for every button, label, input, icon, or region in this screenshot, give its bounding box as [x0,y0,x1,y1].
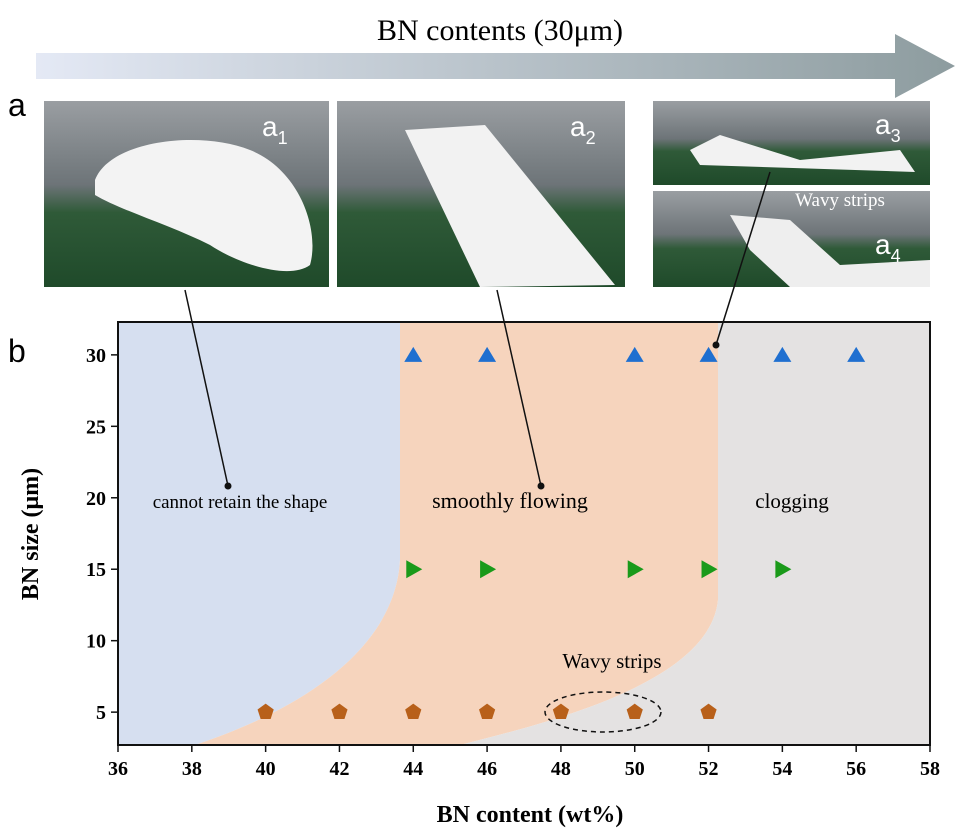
x-tick-label: 58 [920,758,940,780]
x-tick-label: 44 [403,758,423,780]
y-tick-label: 20 [86,488,106,510]
y-tick-label: 25 [86,416,106,438]
annotation: clogging [755,489,829,513]
panel-label: a [8,87,26,123]
x-tick-label: 36 [108,758,128,780]
regions [118,322,930,745]
photo-letter: a [262,111,278,142]
annotation: Wavy strips [562,649,661,673]
x-tick-label: 48 [551,758,571,780]
x-tick-label: 52 [699,758,719,780]
y-axis-label: BN size (μm) [18,468,44,600]
y-tick-label: 15 [86,559,106,581]
photo-letter: a [570,111,586,142]
y-tick-label: 10 [86,631,106,653]
y-tick-label: 5 [96,702,106,724]
y-tick-label: 30 [86,345,106,367]
photo-index: 1 [278,128,288,148]
x-tick-label: 50 [625,758,645,780]
panel-label: b [8,333,26,369]
photo-index: 3 [891,126,901,146]
arrow-text: BN contents (30μm) [377,14,623,47]
leader-dot [538,483,545,490]
x-tick-label: 46 [477,758,497,780]
x-tick-label: 56 [846,758,866,780]
annotation: smoothly flowing [432,488,588,513]
photo-letter: a [875,109,891,140]
leader-dot [713,342,720,349]
photo-letter: a [875,229,891,260]
annotation: cannot retain the shape [153,492,328,513]
x-tick-label: 54 [772,758,792,780]
x-axis-label: BN content (wt%) [437,802,624,828]
photo-index: 2 [586,128,596,148]
photo-index: 4 [891,246,901,266]
x-tick-label: 40 [256,758,276,780]
photos: a1 a2 a3 a4 Wavy strips [44,101,930,287]
photo-annotation: Wavy strips [795,190,885,211]
x-tick-label: 38 [182,758,202,780]
x-tick-label: 42 [329,758,349,780]
leader-dot [225,483,232,490]
figure: BN contents (30μm) a b a1 a2 a3 a4 Wavy … [0,0,959,834]
